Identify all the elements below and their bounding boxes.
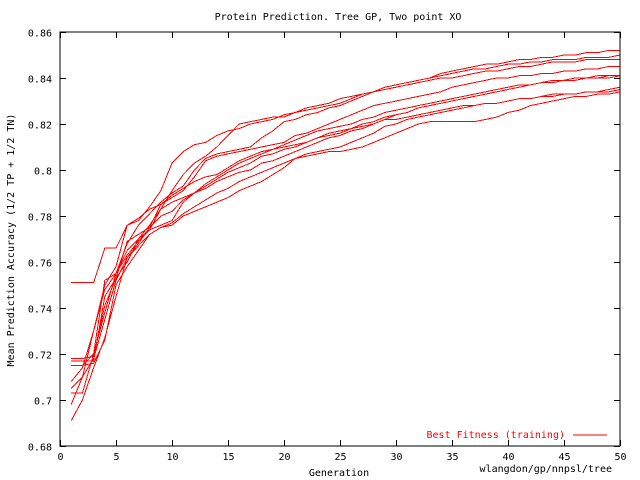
series-line-3 [71, 59, 620, 366]
x-tick-label: 40 [502, 452, 514, 463]
y-tick-label: 0.72 [28, 351, 52, 362]
x-tick-label: 45 [558, 452, 570, 463]
footer-label: wlangdon/gp/nnpsl/tree [480, 464, 612, 475]
y-axis-label: Mean Prediction Accuracy (1/2 TP + 1/2 T… [6, 114, 17, 367]
y-tick-label: 0.82 [28, 121, 52, 132]
series-line-6 [71, 75, 620, 362]
y-tick-label: 0.76 [28, 259, 52, 270]
chart-title: Protein Prediction. Tree GP, Two point X… [215, 12, 462, 23]
y-tick-label: 0.8 [34, 167, 52, 178]
y-tick-label: 0.78 [28, 213, 52, 224]
legend-label: Best Fitness (training) [427, 430, 565, 441]
y-axis: 0.68 0.7 0.72 0.74 0.76 0.78 0.8 0.82 0.84 0.86 [28, 29, 620, 454]
x-axis-label: Generation [309, 468, 369, 479]
x-tick-label: 30 [390, 452, 402, 463]
x-tick-label: 25 [334, 452, 346, 463]
plot-area-border [59, 31, 621, 447]
series-line-10 [71, 91, 621, 366]
x-tick-label: 10 [166, 452, 178, 463]
x-tick-label: 5 [113, 452, 119, 463]
y-tick-label: 0.74 [28, 305, 52, 316]
y-tick-label: 0.84 [28, 75, 52, 86]
x-tick-label: 35 [446, 452, 458, 463]
x-tick-label: 20 [278, 452, 290, 463]
series-line-1 [71, 49, 620, 284]
series-line-9 [70, 89, 621, 421]
y-tick-label: 0.68 [28, 443, 52, 454]
y-tick-label: 0.7 [34, 397, 52, 408]
x-tick-label: 15 [222, 452, 234, 463]
series-line-8 [71, 86, 621, 394]
series-group [70, 49, 621, 421]
series-line-2 [71, 54, 621, 360]
x-tick-label: 0 [57, 452, 63, 463]
x-axis: 0 5 10 15 20 25 30 35 40 45 50 [57, 32, 627, 463]
x-tick-label: 50 [614, 452, 626, 463]
series-line-7 [70, 75, 621, 405]
y-tick-label: 0.86 [28, 29, 52, 40]
